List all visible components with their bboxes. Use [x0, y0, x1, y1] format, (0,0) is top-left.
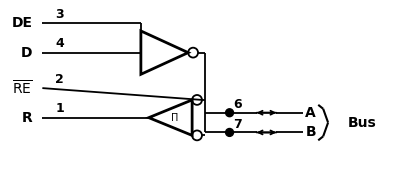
Text: 3: 3: [55, 8, 64, 21]
Text: R: R: [22, 111, 32, 125]
Text: Π: Π: [171, 113, 178, 123]
Text: Bus: Bus: [348, 116, 376, 130]
Text: D: D: [21, 46, 32, 60]
Text: 7: 7: [234, 118, 242, 131]
Circle shape: [226, 109, 234, 117]
Text: A: A: [306, 106, 316, 120]
Text: $\overline{\rm RE}$: $\overline{\rm RE}$: [12, 79, 32, 97]
Text: 2: 2: [55, 73, 64, 86]
Text: 1: 1: [55, 102, 64, 115]
Text: 4: 4: [55, 37, 64, 50]
Text: B: B: [306, 125, 316, 139]
Text: DE: DE: [12, 16, 32, 30]
Text: 6: 6: [234, 98, 242, 111]
Circle shape: [226, 129, 234, 136]
